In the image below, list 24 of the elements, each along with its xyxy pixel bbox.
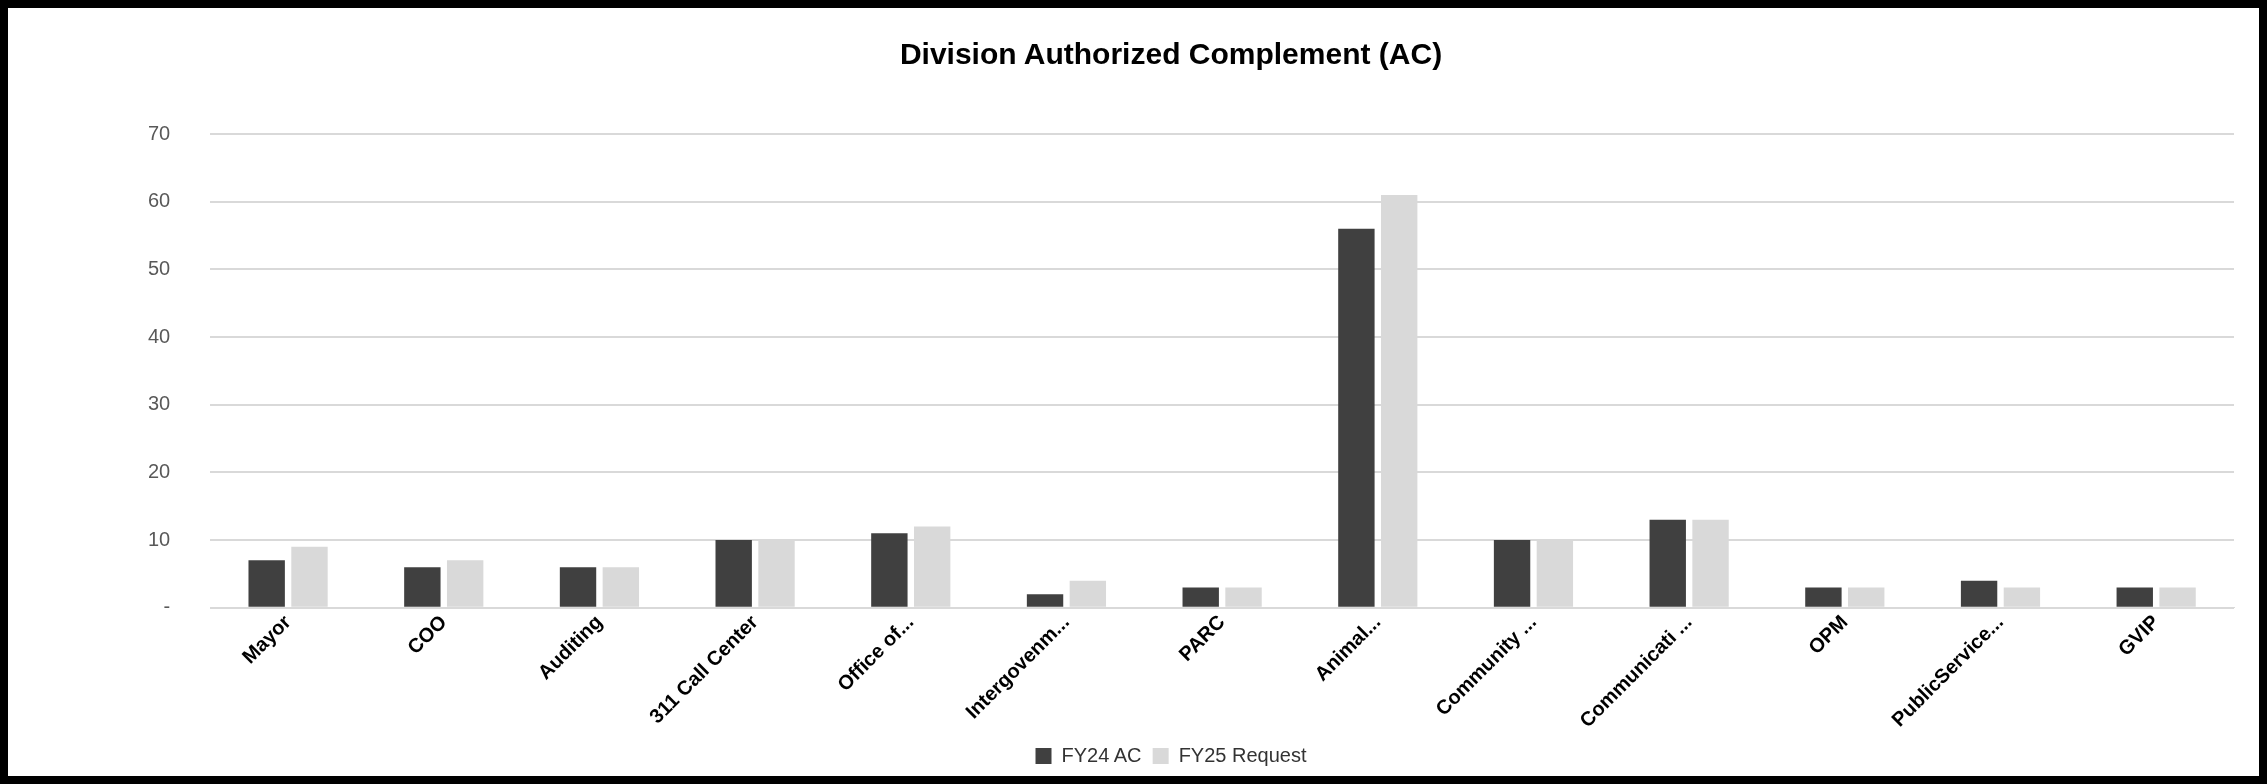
y-tick-label: 10 [148, 527, 171, 550]
bar [1338, 228, 1375, 607]
bar [559, 567, 597, 607]
bar [715, 540, 752, 607]
y-tick-label: - [163, 595, 171, 618]
legend-label: FY24 AC [1061, 743, 1142, 766]
bar [248, 560, 285, 607]
bar [1805, 587, 1842, 607]
bar [2116, 587, 2153, 607]
bar [1026, 594, 1064, 607]
y-tick-label: 50 [148, 256, 171, 279]
legend-label: FY25 Request [1178, 743, 1307, 766]
y-tick-label: 20 [148, 459, 171, 482]
bar [871, 533, 908, 607]
bar [1493, 540, 1531, 607]
bar [404, 567, 441, 607]
y-tick-label: 40 [148, 324, 171, 347]
y-tick-label: 60 [148, 189, 171, 212]
bar [1182, 587, 1219, 607]
y-tick-label: 70 [148, 121, 171, 144]
bar [1960, 580, 1998, 607]
bar [1649, 519, 1686, 607]
y-tick-label: 30 [148, 392, 171, 415]
chart-title: Division Authorized Complement (AC) [899, 37, 1443, 71]
